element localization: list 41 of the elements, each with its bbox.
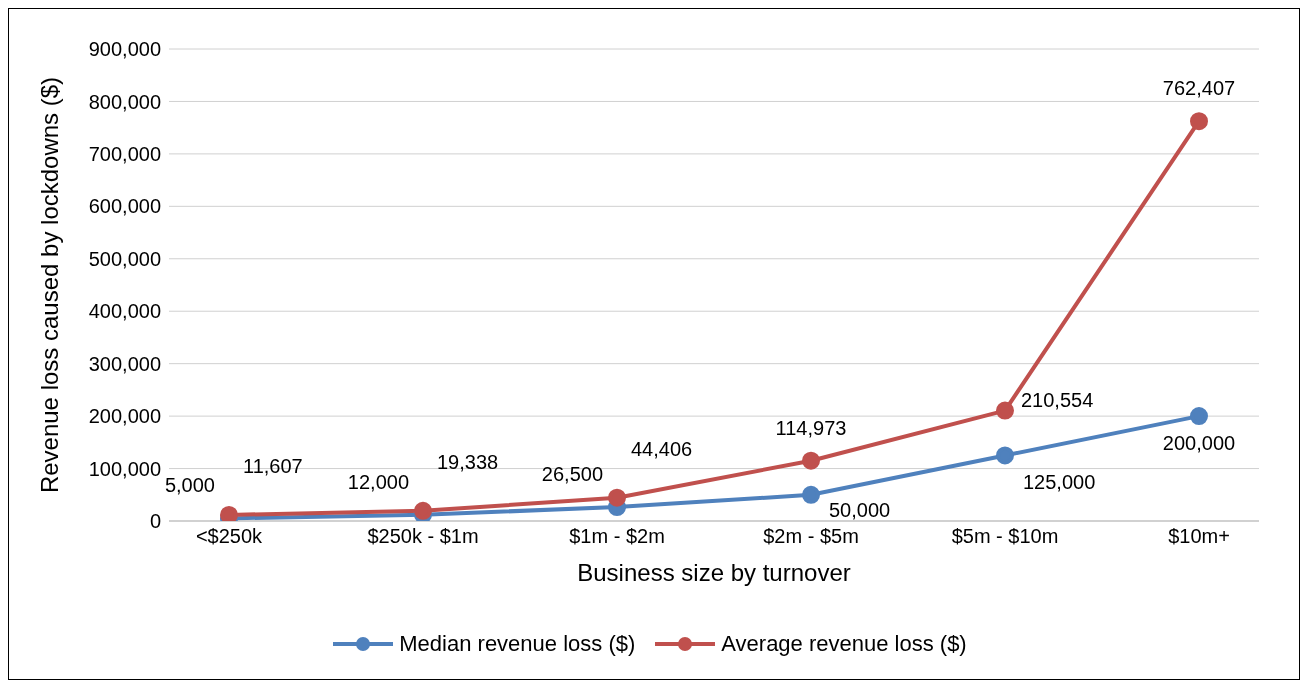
y-tick-label: 900,000 <box>88 38 161 61</box>
x-tick-label: $1m - $2m <box>569 525 665 548</box>
point <box>1190 112 1208 131</box>
data-label: 44,406 <box>631 437 693 460</box>
legend-label: Median revenue loss ($) <box>399 631 636 657</box>
x-tick-label: $250k - $1m <box>367 525 479 548</box>
data-label: 11,607 <box>243 454 303 477</box>
x-tick-label: $2m - $5m <box>763 525 859 548</box>
point <box>996 446 1014 465</box>
data-label: 50,000 <box>829 498 891 521</box>
y-tick-label: 100,000 <box>88 457 161 480</box>
data-label: 210,554 <box>1021 388 1094 411</box>
point <box>1190 407 1208 426</box>
y-tick-label: 800,000 <box>88 90 161 113</box>
point <box>802 485 820 504</box>
y-tick-label: 0 <box>149 510 161 533</box>
point <box>802 451 820 470</box>
y-tick-label: 500,000 <box>88 247 161 270</box>
data-label: 5,000 <box>164 474 215 497</box>
data-label: 114,973 <box>775 416 847 439</box>
y-tick-label: 200,000 <box>88 405 161 428</box>
point <box>996 401 1014 420</box>
data-label: 19,338 <box>437 450 499 473</box>
y-axis-title: Revenue loss caused by lockdowns ($) <box>35 76 63 494</box>
data-label: 125,000 <box>1023 471 1096 494</box>
x-tick-label: $5m - $10m <box>951 525 1059 548</box>
point <box>608 488 626 507</box>
x-axis-title: Business size by turnover <box>577 559 851 586</box>
y-tick-label: 600,000 <box>88 195 161 218</box>
y-tick-label: 300,000 <box>88 352 161 375</box>
x-tick-label: $10m+ <box>1168 525 1230 548</box>
legend-label: Average revenue loss ($) <box>721 631 967 657</box>
data-label: 762,407 <box>1162 77 1236 100</box>
y-tick-label: 700,000 <box>88 142 161 165</box>
data-label: 26,500 <box>541 463 603 486</box>
point <box>414 501 432 520</box>
data-label: 12,000 <box>347 470 409 493</box>
y-tick-label: 400,000 <box>88 300 161 323</box>
data-label: 200,000 <box>1162 432 1236 455</box>
x-tick-label: <$250k <box>195 525 264 548</box>
point <box>220 505 238 521</box>
